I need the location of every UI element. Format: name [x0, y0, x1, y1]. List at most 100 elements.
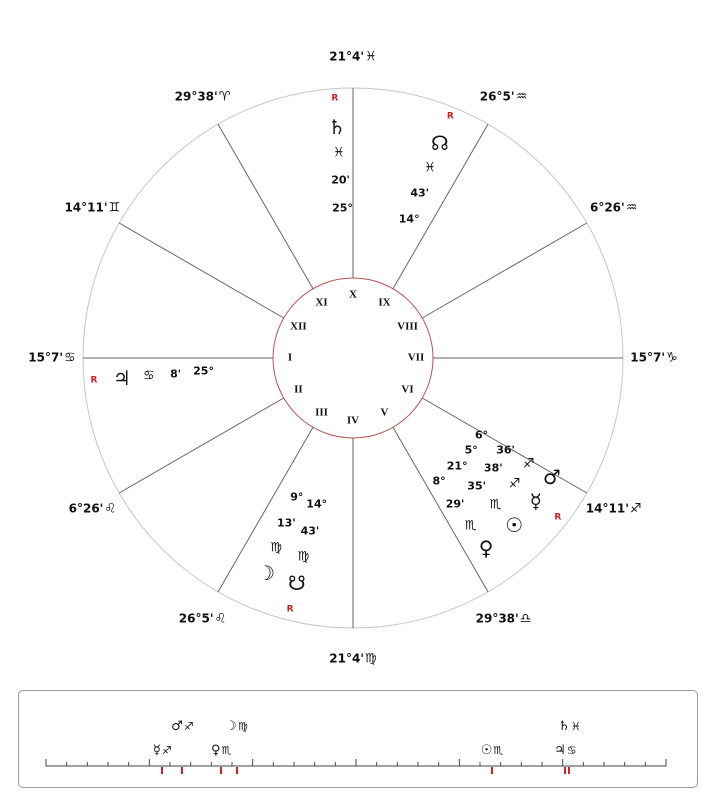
ruler-planet-marker — [564, 767, 567, 774]
cusp-degree-label-text: 21°4' — [329, 49, 365, 64]
planet-degree: 25° — [193, 366, 214, 377]
planet-minutes: 36' — [496, 444, 515, 455]
cusp-degree-label: 6°26'♌ — [69, 502, 116, 515]
mars-ruler-icon: ♂♐ — [171, 717, 194, 733]
house-cusp-line — [118, 222, 284, 319]
house-cusp-line — [118, 397, 284, 494]
planet-sign: ♐ — [523, 457, 535, 470]
mercury-ruler-icon-text: ♐ — [161, 744, 172, 757]
planet-degree-text: 8° — [432, 474, 446, 488]
planet-minutes-text: 35' — [467, 479, 486, 493]
house-cusp-line — [392, 427, 489, 593]
house-numeral: III — [315, 407, 328, 418]
planet-degree: 25° — [332, 203, 353, 214]
planet-minutes: 20' — [331, 175, 350, 186]
house-numeral: VIII — [397, 321, 418, 332]
house-numeral-text: VI — [401, 383, 414, 395]
planet-sign: ♏ — [465, 519, 477, 532]
planet-degree: 14° — [399, 213, 420, 224]
sun-icon-text: ☉ — [505, 512, 524, 537]
planet-sign-text: ♍ — [297, 549, 310, 565]
moon-ruler-icon: ☽♍ — [225, 717, 248, 733]
planet-sign-text: ♓ — [423, 160, 436, 176]
moon-icon-text: ☽ — [257, 561, 276, 586]
cusp-degree-label-text: 26°5' — [178, 611, 214, 626]
cusp-degree-label-text: ♋ — [64, 350, 76, 366]
cusp-degree-label: 14°11'♊ — [64, 201, 120, 214]
venus-ruler-icon-text: ♏ — [221, 744, 232, 757]
retrograde-marker: R — [91, 376, 98, 385]
house-numeral-text: IV — [346, 414, 360, 427]
planet-minutes-text: 20' — [331, 173, 350, 187]
planet-sign-text: ♓ — [332, 145, 345, 161]
house-numeral-text: VIII — [397, 320, 418, 332]
cusp-degree-label: 6°26'♒ — [590, 201, 637, 214]
house-numeral: XI — [315, 296, 328, 309]
mars-icon-text: ♂ — [542, 465, 561, 490]
sun-icon: ☉ — [505, 515, 523, 535]
retrograde-marker-text: R — [331, 93, 339, 104]
house-numeral: I — [288, 352, 292, 364]
planet-sign: ♋ — [143, 369, 155, 382]
cusp-degree-label-text: ♊ — [108, 200, 121, 215]
house-numeral-text: IX — [378, 296, 391, 309]
planet-minutes: 43' — [410, 187, 429, 198]
planet-minutes: 35' — [467, 481, 486, 492]
house-numeral-text: II — [294, 383, 303, 395]
ruler-planet-marker — [568, 767, 571, 774]
planet-sign: ♓ — [333, 147, 345, 160]
cusp-degree-label-text: 29°38' — [475, 611, 519, 626]
house-numeral: IX — [378, 296, 391, 309]
cusp-degree-label-text: 6°26' — [68, 501, 104, 515]
cusp-degree-label: 26°5'♒ — [480, 91, 527, 104]
planet-degree: 14° — [306, 498, 327, 509]
planet-minutes: 29' — [446, 498, 465, 509]
cusp-degree-label-text: ♌ — [214, 611, 227, 627]
mars-ruler-icon-text: ♂ — [171, 719, 183, 734]
chart-wheel: 15°7'♋ I 6°26'♌ II 26°5'♌ III 21°4'♍ IV 29°38'♎ V… — [28, 49, 677, 667]
house-cusp-line — [422, 222, 588, 319]
planet-minutes-text: 43' — [410, 186, 430, 200]
cusp-degree-label-text: 15°7' — [630, 350, 666, 365]
planet-sign: ♏ — [490, 499, 502, 512]
cusp-degree-label-text: 6°26' — [589, 200, 625, 214]
planet-degree-text: 14° — [306, 497, 328, 511]
planet-sign-text: ♏ — [489, 497, 502, 513]
retrograde-marker: R — [287, 605, 294, 615]
house-numeral: X — [349, 289, 357, 301]
cusp-degree-label-text: ♐ — [629, 501, 642, 516]
planet-degree: 6° — [475, 430, 488, 441]
house-numeral: II — [294, 384, 303, 395]
planet-sign-text: ♐ — [508, 476, 521, 492]
cusp-degree-label-text: ♈ — [218, 89, 231, 105]
sun-ruler-icon-text: ☉ — [480, 743, 493, 758]
house-numeral-text: XI — [315, 296, 328, 309]
sun-ruler-icon: ☉♏ — [481, 741, 504, 757]
house-numeral: XII — [290, 321, 307, 332]
planet-degree-text: 25° — [193, 364, 214, 378]
cusp-degree-label-text: 15°7' — [28, 350, 64, 365]
cusp-degree-label-text: 14°11' — [585, 501, 629, 515]
ruler-planet-marker — [220, 767, 223, 774]
jupiter-ruler-icon-text: ♋ — [566, 744, 577, 757]
cusp-degree-label: 15°7'♑ — [630, 352, 677, 365]
venus-ruler-icon-text: ♀ — [211, 743, 221, 758]
cusp-degree-label-text: ♓ — [365, 49, 377, 65]
planet-minutes-text: 8' — [170, 367, 182, 380]
cusp-degree-label: 26°5'♌ — [179, 612, 226, 625]
jupiter-icon: ♃ — [113, 368, 131, 388]
house-numeral: IV — [346, 414, 360, 427]
cusp-degree-label-text: ♌ — [104, 501, 117, 516]
saturn-ruler-icon: ♄♓ — [558, 717, 581, 733]
sun-ruler-icon-text: ♏ — [493, 744, 504, 757]
planet-minutes-text: 43' — [300, 524, 320, 538]
planet-minutes: 13' — [277, 518, 296, 529]
planet-minutes-text: 29' — [445, 497, 465, 511]
cusp-degree-label: 15°7'♋ — [28, 352, 75, 365]
cusp-degree-label-text: ♍ — [365, 651, 377, 667]
moon-ruler-icon-text: ♍ — [237, 720, 248, 733]
cusp-degree-label-text: 21°4' — [329, 651, 365, 666]
mars-icon: ♂ — [543, 467, 561, 487]
south-node-icon-text: ☋ — [287, 571, 306, 596]
house-numeral-text: III — [315, 406, 328, 419]
